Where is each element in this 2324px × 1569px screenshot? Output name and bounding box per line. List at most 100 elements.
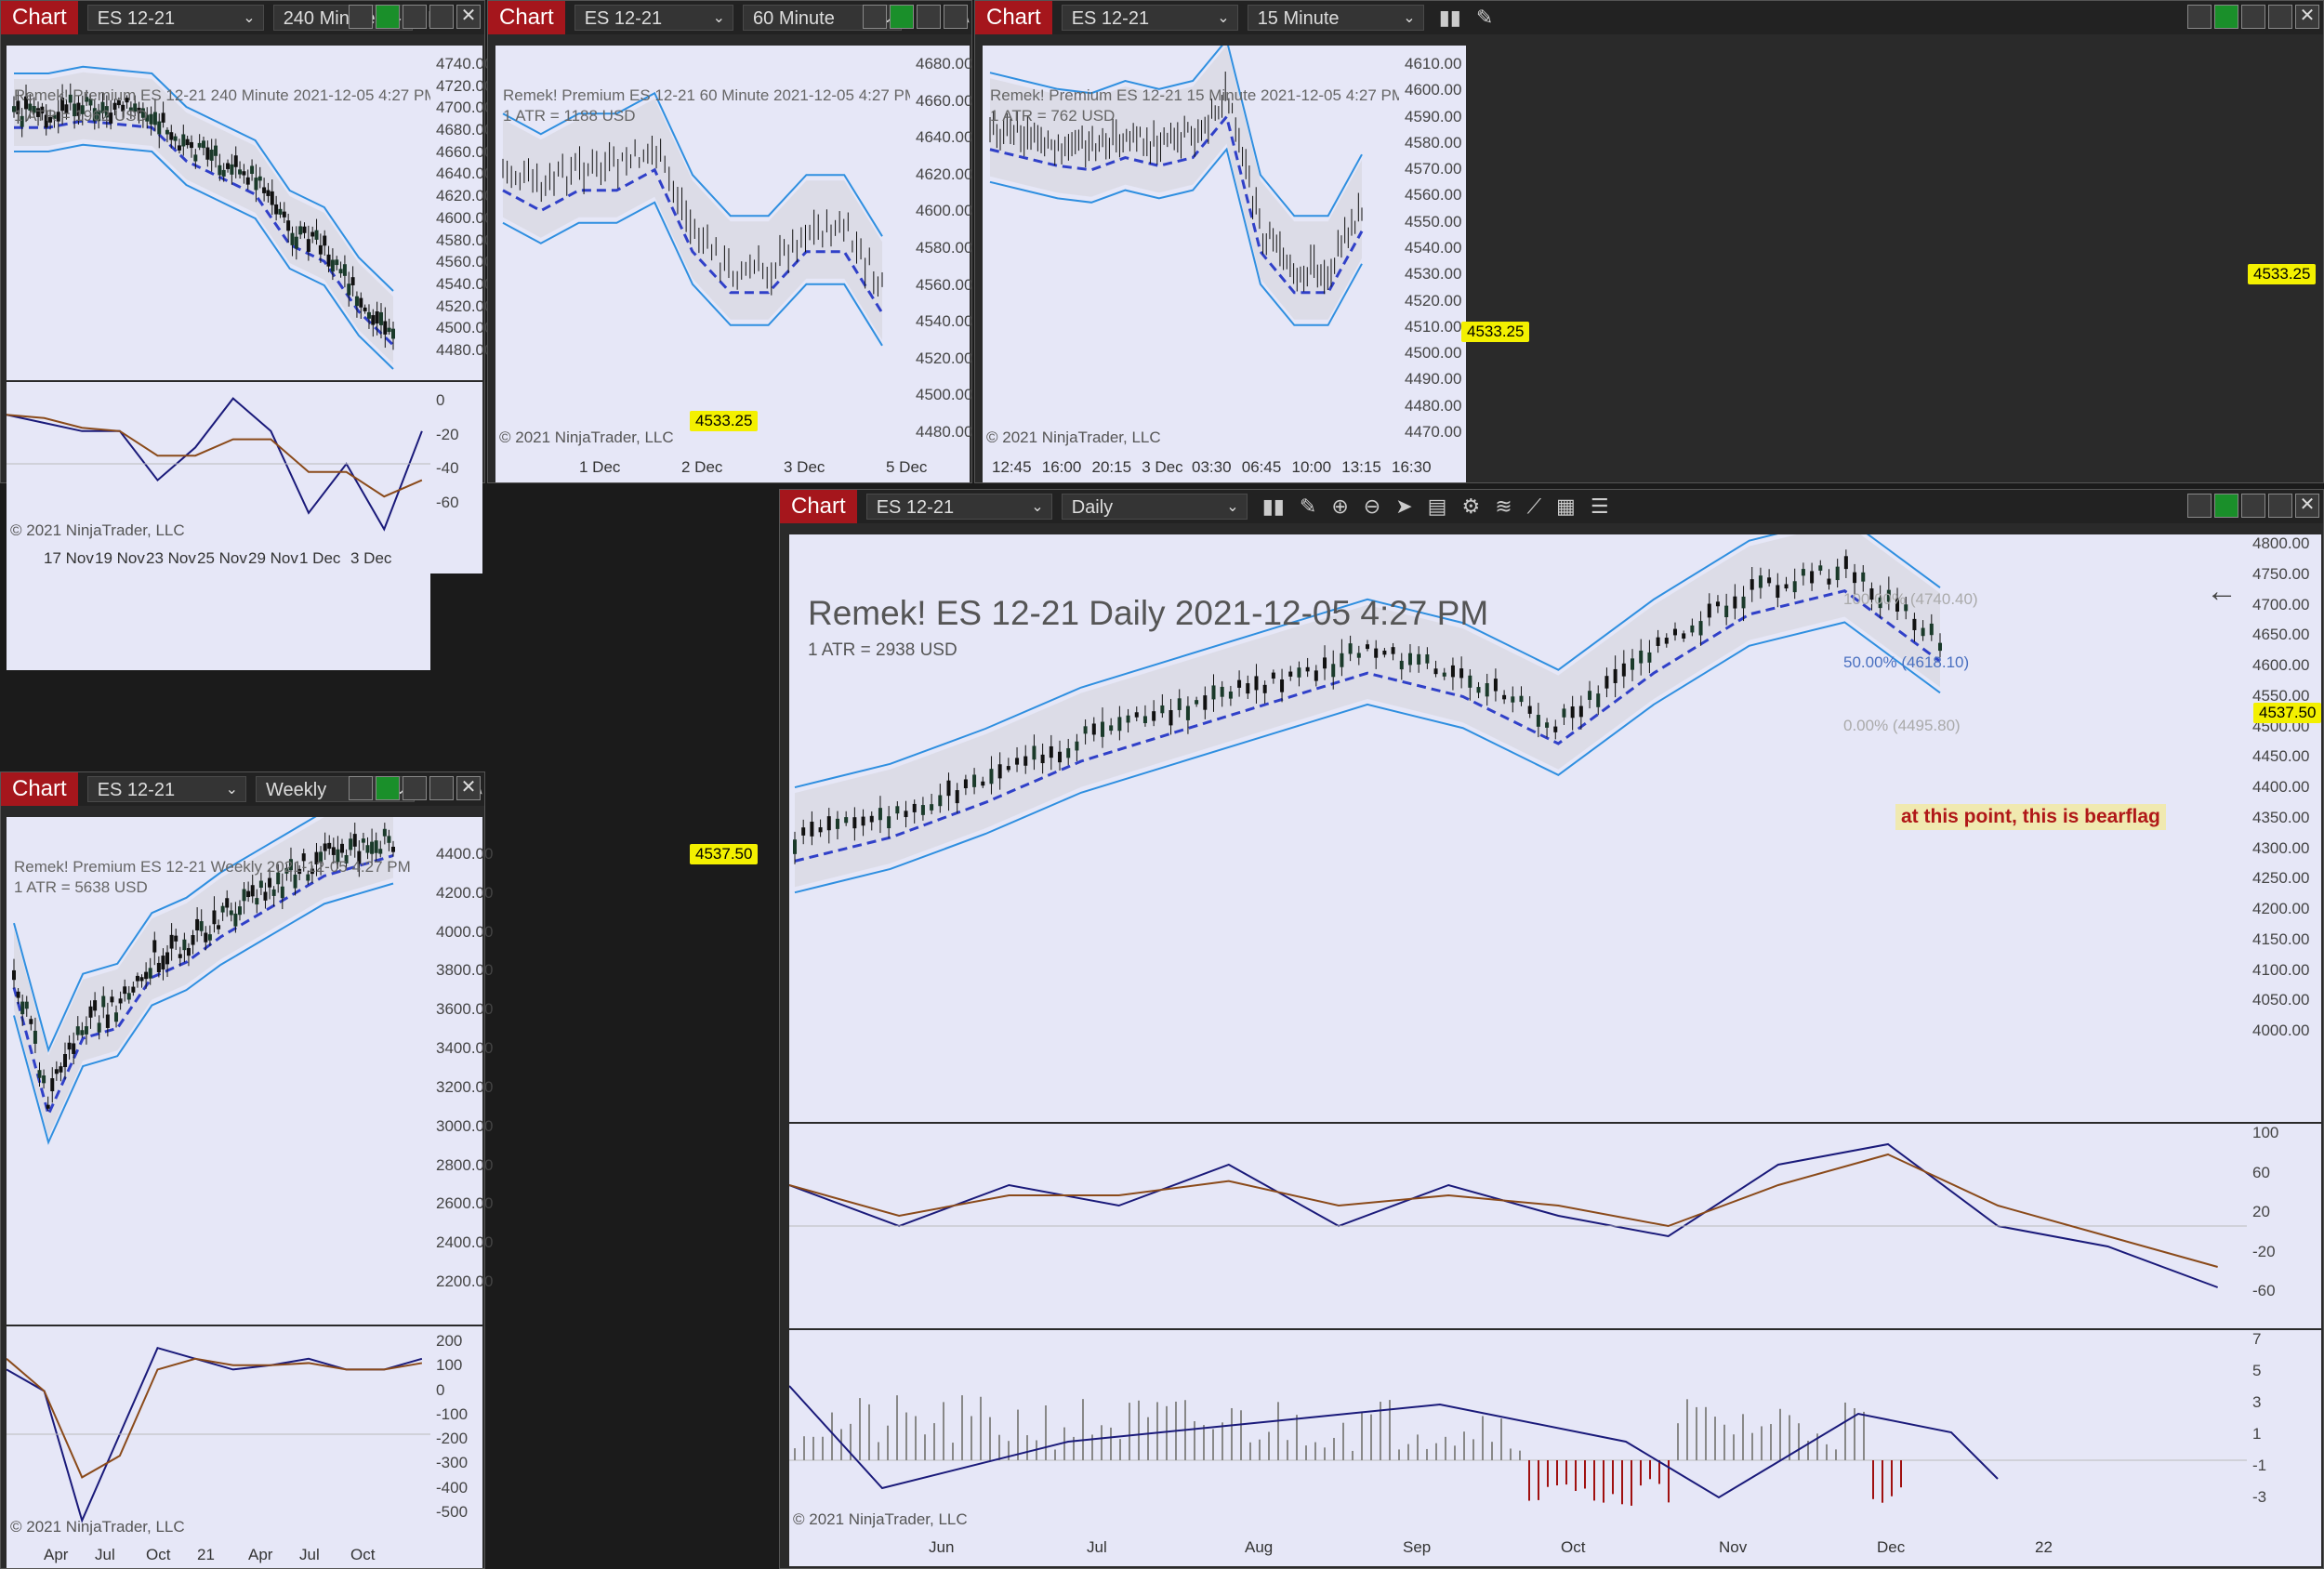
candle-body	[182, 939, 187, 951]
toggle-gray-button[interactable]	[2187, 5, 2212, 29]
close-icon[interactable]: ✕	[456, 5, 481, 29]
toolbar: Chart ES 12-21⌄ 60 Minute⌄ ▮▮ ✎	[488, 1, 971, 34]
toggle-gray-button[interactable]	[349, 5, 373, 29]
close-icon[interactable]: ✕	[456, 776, 481, 800]
lower-band-line	[13, 882, 394, 1145]
candle-body	[1578, 705, 1583, 718]
oscillator-panel[interactable]	[789, 1124, 2247, 1328]
price-panel[interactable]: Remek! Premium ES 12-21 60 Minute 2021-1…	[495, 46, 910, 455]
chart-menu-button[interactable]: Chart	[1, 1, 78, 34]
chart-menu-button[interactable]: Chart	[1, 772, 78, 806]
candle-body	[16, 100, 20, 114]
toggle-gray-button[interactable]	[349, 776, 373, 800]
candle-body	[112, 102, 117, 111]
time-axis[interactable]: Jun Jul Aug Sep Oct Nov Dec 22	[789, 1535, 2321, 1566]
zoom-in-icon[interactable]: ⊕	[1331, 494, 1349, 518]
candle-body	[97, 110, 101, 122]
candle-body	[1715, 601, 1720, 607]
candle-body	[212, 910, 217, 925]
axis-tick-label: 4680.00	[916, 55, 973, 73]
last-price-marker-60: 4533.25	[1461, 322, 1530, 342]
instrument-selector[interactable]: ES 12-21 ⌄	[86, 776, 247, 802]
maximize-button[interactable]	[429, 776, 454, 800]
chart-menu-button[interactable]: Chart	[780, 490, 857, 523]
time-axis[interactable]: 17 Nov 19 Nov 23 Nov 25 Nov 29 Nov 1 Dec 3 Dec	[7, 546, 482, 574]
minimize-button[interactable]	[2241, 494, 2265, 518]
candle-body	[88, 98, 93, 106]
close-icon[interactable]: ✕	[2295, 494, 2319, 518]
instrument-selector[interactable]: ES 12-21 ⌄	[1061, 5, 1238, 31]
price-panel[interactable]: Remek! Premium ES 12-21 Weekly 2021-12-0…	[7, 817, 430, 1325]
templates-icon[interactable]: ▦	[1556, 494, 1576, 518]
copyright: © 2021 NinjaTrader, LLC	[10, 1518, 185, 1536]
link-green-button[interactable]	[2214, 5, 2238, 29]
price-axis[interactable]: 4740.00 4720.00 4700.00 4680.00 4660.00 4640.…	[430, 46, 493, 380]
bar-chart-icon[interactable]: ▮▮	[1438, 6, 1461, 29]
list-icon[interactable]: ☰	[1590, 494, 1609, 518]
strategies-icon[interactable]: ⟋	[1526, 494, 1542, 518]
indicators-icon[interactable]: ≋	[1495, 494, 1512, 518]
candle-body	[1195, 700, 1199, 705]
link-green-button[interactable]	[2214, 494, 2238, 518]
drawing-pencil-icon[interactable]: ✎	[1299, 494, 1317, 518]
price-axis[interactable]: 4800.00 4750.00 4700.00 4650.00 4600.00 4550.…	[2247, 534, 2321, 1122]
cursor-icon[interactable]: ➤	[1395, 494, 1413, 518]
toggle-gray-button[interactable]	[863, 5, 887, 29]
back-arrow-icon[interactable]: ←	[2206, 574, 2238, 609]
minimize-button[interactable]	[403, 5, 427, 29]
signal-line	[7, 1357, 423, 1479]
candle-body	[1280, 679, 1285, 692]
candle-body	[1049, 745, 1053, 758]
candle-body	[1511, 696, 1515, 703]
minimize-button[interactable]	[2241, 5, 2265, 29]
properties-icon[interactable]: ⚙	[1461, 494, 1481, 518]
close-icon[interactable]: ✕	[2295, 5, 2319, 29]
interval-selector[interactable]: Daily ⌄	[1061, 494, 1248, 520]
instrument-selector[interactable]: ES 12-21 ⌄	[574, 5, 734, 31]
time-axis[interactable]: Apr Jul Oct 21 Apr Jul Oct	[7, 1542, 482, 1568]
axis-tick-label: 20	[2252, 1203, 2270, 1220]
candle-body	[331, 847, 336, 855]
oscillator-panel[interactable]: © 2021 NinjaTrader, LLC	[7, 1326, 430, 1542]
instrument-selector[interactable]: ES 12-21 ⌄	[865, 494, 1052, 520]
candle-body	[1818, 565, 1823, 571]
axis-tick-label: 4480.00	[916, 423, 973, 441]
toggle-gray-button[interactable]	[2187, 494, 2212, 518]
instrument-selector[interactable]: ES 12-21 ⌄	[86, 5, 264, 31]
drawing-pencil-icon[interactable]: ✎	[1475, 6, 1494, 29]
axis-tick-label: 3200.00	[436, 1077, 494, 1096]
price-panel[interactable]: Remek! ES 12-21 Daily 2021-12-05 4:27 PM…	[789, 534, 2247, 1122]
link-green-button[interactable]	[890, 5, 914, 29]
bar-chart-icon[interactable]: ▮▮	[1261, 494, 1285, 518]
price-axis[interactable]: 4400.00 4200.00 4000.00 3800.00 3600.00 3400.…	[430, 817, 493, 1325]
maximize-button[interactable]	[2268, 494, 2292, 518]
axis-tick-label: 4520.00	[1405, 291, 1462, 310]
time-axis[interactable]: 1 Dec 2 Dec 3 Dec 5 Dec	[495, 455, 970, 482]
maximize-button[interactable]	[429, 5, 454, 29]
axis-tick-label: 4550.00	[1405, 212, 1462, 231]
chart-menu-button[interactable]: Chart	[975, 1, 1052, 34]
time-axis[interactable]: 12:45 16:00 20:15 3 Dec 03:30 06:45 10:00 13:15…	[983, 455, 1466, 482]
histogram-panel[interactable]: © 2021 NinjaTrader, LLC	[789, 1330, 2247, 1535]
maximize-button[interactable]	[2268, 5, 2292, 29]
price-axis[interactable]: 4680.00 4660.00 4640.00 4620.00 4600.00 4580.…	[910, 46, 973, 455]
minimize-button[interactable]	[403, 776, 427, 800]
minimize-button[interactable]	[917, 5, 941, 29]
link-green-button[interactable]	[376, 776, 400, 800]
link-green-button[interactable]	[376, 5, 400, 29]
zoom-out-icon[interactable]: ⊖	[1363, 494, 1381, 518]
interval-selector[interactable]: 15 Minute ⌄	[1247, 5, 1424, 31]
maximize-button[interactable]	[944, 5, 968, 29]
candle-body	[793, 839, 797, 854]
data-box-icon[interactable]: ▤	[1427, 494, 1447, 518]
candle-body	[178, 954, 182, 958]
candle-body	[1220, 686, 1224, 697]
price-panel[interactable]: Remek! Premium ES 12-21 15 Minute 2021-1…	[983, 46, 1399, 455]
price-axis[interactable]: 4610.00 4600.00 4590.00 4580.00 4570.00 4560.…	[1399, 46, 1466, 455]
candle-body	[44, 114, 48, 128]
price-panel[interactable]: Remek! Premium ES 12-21 240 Minute 2021-…	[7, 46, 430, 380]
oscillator-panel[interactable]: © 2021 NinjaTrader, LLC	[7, 382, 430, 546]
chart-menu-button[interactable]: Chart	[488, 1, 565, 34]
candle-body	[1698, 621, 1703, 636]
candle-body	[1895, 598, 1900, 612]
